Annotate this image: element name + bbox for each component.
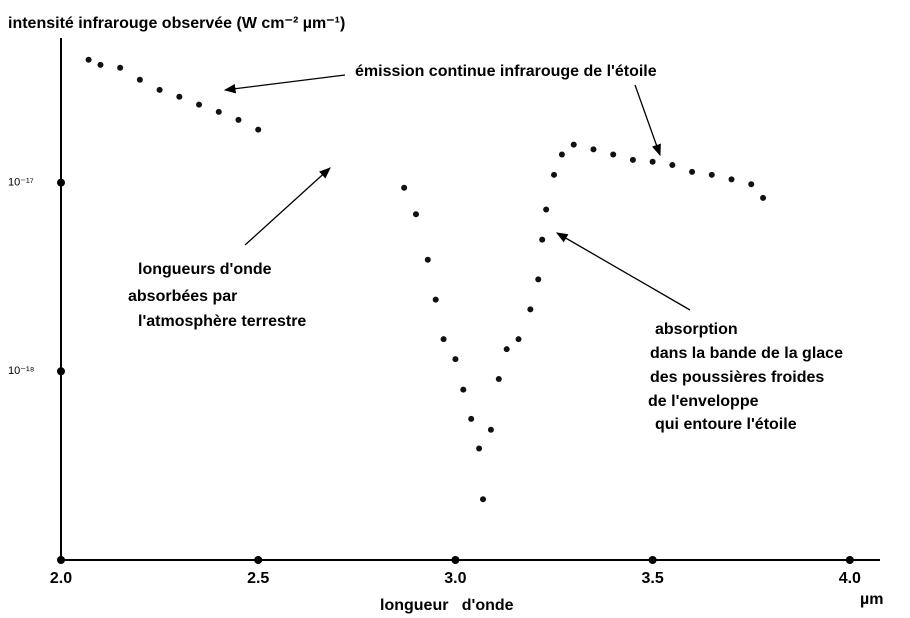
annotation: l'atmosphère terrestre (138, 313, 306, 330)
x-tick (648, 556, 657, 564)
data-point (728, 176, 735, 183)
data-point (235, 116, 242, 123)
data-point (196, 101, 203, 108)
annotation: émission continue infrarouge de l'étoile (355, 63, 657, 80)
data-point (476, 445, 483, 452)
data-point (480, 496, 487, 503)
arrow (555, 232, 691, 311)
chart-title: intensité infrarouge observée (W cm⁻² µm… (8, 15, 345, 32)
data-point (539, 236, 546, 243)
data-point (590, 146, 597, 153)
data-point (570, 141, 577, 148)
arrow (223, 74, 346, 94)
data-point (629, 156, 636, 163)
data-point (412, 211, 419, 218)
x-axis-label: longueur d'onde (380, 597, 514, 614)
x-tick (254, 556, 263, 564)
data-point (543, 206, 550, 213)
data-point (176, 93, 183, 100)
data-point (495, 376, 502, 383)
x-tick-label: 2.0 (50, 570, 72, 587)
x-tick-label: 3.5 (642, 570, 664, 587)
data-point (401, 184, 408, 191)
x-tick-label: 3.0 (444, 570, 466, 587)
data-point (117, 64, 124, 71)
data-point (156, 86, 163, 93)
data-point (424, 256, 431, 263)
data-point (649, 158, 656, 165)
y-tick-label: 10⁻¹⁸ (8, 365, 34, 377)
data-point (515, 336, 522, 343)
data-point (468, 415, 475, 422)
data-point (97, 61, 104, 68)
annotation: absorbées par (128, 288, 237, 305)
data-point (215, 108, 222, 115)
data-point (460, 386, 467, 393)
data-point (503, 346, 510, 353)
annotation: dans la bande de la glace (650, 345, 843, 362)
y-tick (57, 178, 65, 187)
x-tick (57, 556, 65, 564)
data-point (760, 194, 767, 201)
arrow (634, 84, 661, 157)
annotation: longueurs d'onde (138, 261, 272, 278)
data-point (689, 168, 696, 175)
x-tick-label: 4.0 (839, 570, 861, 587)
data-point (432, 296, 439, 303)
data-point (527, 306, 534, 313)
y-tick-label: 10⁻¹⁷ (8, 177, 34, 189)
data-point (452, 356, 459, 363)
data-point (610, 151, 617, 158)
annotation: absorption (655, 321, 738, 338)
x-tick-label: 2.5 (247, 570, 269, 587)
data-point (748, 181, 755, 188)
data-point (669, 161, 676, 168)
data-point (551, 171, 558, 178)
y-tick (57, 367, 65, 376)
data-point (708, 171, 715, 178)
data-point (85, 56, 92, 63)
data-point (558, 151, 565, 158)
x-tick (451, 556, 460, 564)
data-point (136, 76, 143, 83)
data-point (487, 426, 494, 433)
x-axis-unit: µm (860, 591, 883, 608)
arrow (244, 167, 331, 246)
data-point (440, 336, 447, 343)
annotation: des poussières froides (650, 369, 824, 386)
data-point (535, 276, 542, 283)
x-tick (845, 556, 854, 564)
annotation: de l'enveloppe (648, 393, 759, 410)
data-point (255, 126, 262, 133)
annotation: qui entoure l'étoile (655, 416, 797, 433)
